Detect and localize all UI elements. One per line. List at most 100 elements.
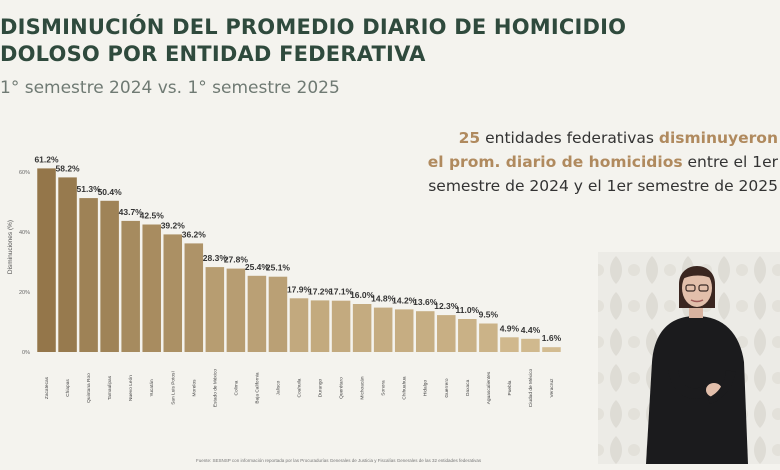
x-tick-label: Ciudad de México <box>528 368 534 407</box>
x-tick-label: Coahuila <box>297 378 303 397</box>
y-tick-label: 60% <box>19 170 30 176</box>
bar-value-label: 11.0% <box>455 305 479 315</box>
bar-value-label: 13.6% <box>413 297 438 307</box>
bar <box>58 177 77 352</box>
y-axis-label: Disminuciones (%) <box>7 220 14 274</box>
x-tick-label: Veracruz <box>549 378 555 398</box>
bar-value-label: 58.2% <box>56 163 81 173</box>
y-tick-label: 0% <box>22 350 30 356</box>
bar-value-label: 9.5% <box>479 310 499 320</box>
x-tick-label: Morelos <box>191 379 197 397</box>
source-note: Fuente: SESNSP con información reportada… <box>196 458 482 463</box>
bar <box>458 319 477 352</box>
bar <box>437 315 456 352</box>
value-labels-group: 61.2%58.2% 51.3%50.4% 43.7%42.5%39.2%36.2%… <box>34 154 561 343</box>
y-axis: Disminuciones (%) 0% 20% 40% 60% <box>7 170 30 356</box>
callout-line-2: el prom. diario de homicidios entre el 1… <box>398 150 778 174</box>
bar <box>163 234 183 352</box>
bar <box>142 224 161 352</box>
bar-value-label: 14.2% <box>392 295 417 305</box>
bar <box>226 268 246 352</box>
bar-value-label: 36.2% <box>182 229 207 239</box>
sign-language-interpreter-video <box>598 252 780 464</box>
callout-text: 25 entidades federativas disminuyeron el… <box>398 126 778 198</box>
x-tick-label: Chihuahua <box>402 376 408 400</box>
callout-line-1: 25 entidades federativas disminuyeron <box>398 126 778 150</box>
x-tick-label: Aguascalientes <box>486 371 492 404</box>
bar <box>331 300 351 352</box>
bar-value-label: 17.2% <box>308 286 333 296</box>
callout-verb: disminuyeron <box>658 129 778 147</box>
callout-highlight: el prom. diario de homicidios <box>427 153 683 171</box>
x-tick-label: San Luis Potosí <box>170 371 176 405</box>
bar-value-label: 27.8% <box>224 255 249 265</box>
bars-group <box>37 168 561 352</box>
bar-value-label: 28.3% <box>203 253 228 263</box>
bar <box>247 275 267 352</box>
chart-subtitle: 1° semestre 2024 vs. 1° semestre 2025 <box>0 78 340 98</box>
bar-value-label: 50.4% <box>98 187 123 197</box>
x-tick-label: Hidalgo <box>423 380 429 397</box>
bar <box>121 220 140 352</box>
bar <box>373 307 393 352</box>
bar <box>542 347 561 352</box>
bar-value-label: 25.1% <box>266 263 291 273</box>
x-tick-label: Colima <box>233 380 239 395</box>
bar <box>268 276 288 352</box>
x-tick-label: Querétaro <box>339 377 345 399</box>
bar-value-label: 42.5% <box>140 211 165 221</box>
bar <box>79 198 98 352</box>
x-tick-label: Quintana Roo <box>86 373 92 403</box>
bar <box>205 267 225 352</box>
bar-value-label: 4.4% <box>521 325 541 335</box>
x-tick-label: Michoacán <box>360 376 366 400</box>
x-tick-label: Chiapas <box>65 379 71 397</box>
bar-value-label: 25.4% <box>245 262 270 272</box>
bar-value-label: 61.2% <box>34 154 59 164</box>
bar <box>479 323 498 352</box>
interpreter-figure <box>598 252 780 464</box>
bar <box>289 298 309 352</box>
callout-line-2-text: entre el 1er <box>682 153 778 171</box>
bar-value-label: 16.0% <box>350 290 375 300</box>
x-tick-label: Nuevo León <box>128 375 134 401</box>
callout-line-3: semestre de 2024 y el 1er semestre de 20… <box>428 177 778 195</box>
x-tick-label: Estado de México <box>212 369 218 407</box>
chart-title-line-2: DOLOSO POR ENTIDAD FEDERATIVA <box>0 42 426 66</box>
x-tick-label: Zacatecas <box>44 376 50 399</box>
bar <box>415 311 435 352</box>
bar-value-label: 39.2% <box>161 220 186 230</box>
y-tick-label: 20% <box>19 290 30 296</box>
x-tick-label: Oaxaca <box>465 379 471 396</box>
bar-value-label: 51.3% <box>77 184 102 194</box>
bar-value-label: 17.1% <box>329 287 354 297</box>
x-tick-label: Puebla <box>507 380 513 395</box>
bar <box>352 304 372 352</box>
bar-value-label: 17.9% <box>287 284 312 294</box>
bar-value-label: 43.7% <box>119 207 144 217</box>
bar <box>37 168 56 352</box>
bar-value-label: 1.6% <box>542 333 562 343</box>
x-tick-label: Guerrero <box>444 378 450 398</box>
x-tick-label: Jalisco <box>275 380 281 395</box>
bar <box>184 243 204 352</box>
bar <box>100 200 119 352</box>
bar-chart: Disminuciones (%) 0% 20% 40% 60% 61.2%58.2% 5… <box>7 154 562 407</box>
x-tick-label: Tamaulipas <box>107 375 113 400</box>
bar-value-label: 4.9% <box>500 323 520 333</box>
bar-value-label: 12.3% <box>434 301 459 311</box>
bar <box>521 338 540 352</box>
x-tick-label: Yucatán <box>149 379 155 397</box>
bar <box>394 309 414 352</box>
bar <box>500 337 519 352</box>
x-tick-label: Durango <box>318 378 324 397</box>
chart-title-line-1: DISMINUCIÓN DEL PROMEDIO DIARIO DE HOMIC… <box>0 15 627 39</box>
x-tick-label: Sonora <box>381 380 387 396</box>
bar <box>310 300 330 352</box>
x-tick-labels-group: Zacatecas Chiapas Quintana Roo Tamaulipas Nu… <box>44 368 555 407</box>
y-tick-label: 40% <box>19 230 30 236</box>
callout-count: 25 <box>458 129 481 147</box>
chart-title: DISMINUCIÓN DEL PROMEDIO DIARIO DE HOMIC… <box>0 14 626 68</box>
callout-line-1-text: entidades federativas <box>480 129 659 147</box>
bar-value-label: 14.8% <box>371 294 396 304</box>
